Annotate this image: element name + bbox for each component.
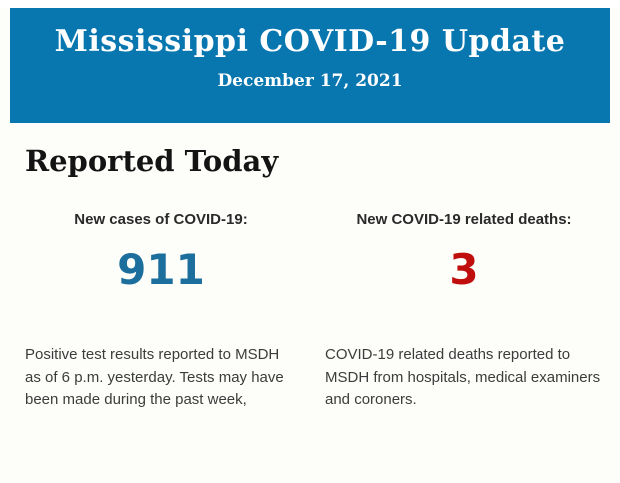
report-body: Reported Today New cases of COVID-19: 91… [0,144,620,412]
stats-row: New cases of COVID-19: 911 Positive test… [25,211,603,412]
header-banner: Mississippi COVID-19 Update December 17,… [10,8,610,123]
new-deaths-label: New COVID-19 related deaths: [356,211,572,228]
page-title: Mississippi COVID-19 Update [54,24,566,59]
new-deaths-value: 3 [449,245,479,294]
new-cases-value: 911 [117,245,205,294]
report-date: December 17, 2021 [217,71,403,91]
stat-new-deaths: New COVID-19 related deaths: 3 COVID-19 … [325,211,603,412]
section-heading: Reported Today [25,144,279,178]
new-cases-label: New cases of COVID-19: [74,211,248,228]
new-cases-description: Positive test results reported to MSDH a… [25,346,284,408]
stat-new-cases: New cases of COVID-19: 911 Positive test… [25,211,297,412]
covid-update-page: Mississippi COVID-19 Update December 17,… [0,8,620,483]
new-deaths-description: COVID-19 related deaths reported to MSDH… [325,346,601,408]
